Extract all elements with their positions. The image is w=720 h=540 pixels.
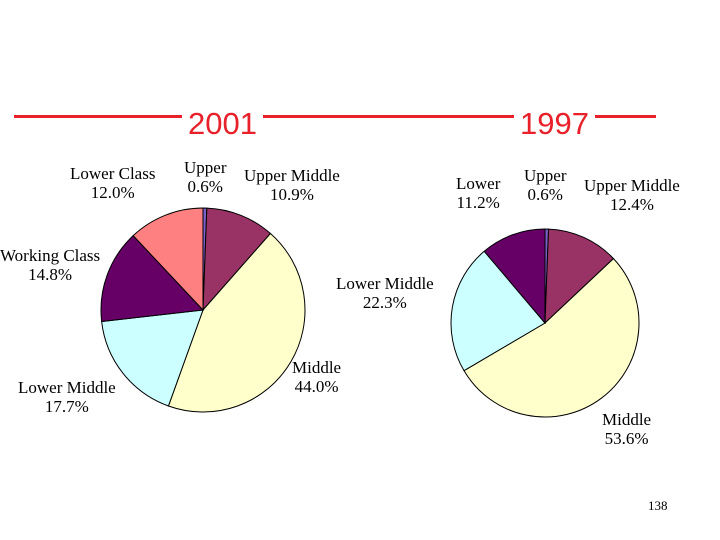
pie-slice-upper-middle [544, 228, 615, 325]
slice-label: Working Class [0, 246, 101, 265]
slice-label: Lower Middle [336, 274, 434, 293]
pie-slice-middle [167, 232, 306, 413]
pie-slice-working-class [100, 234, 205, 323]
slice-label: Upper Middle [584, 176, 680, 195]
pie-slice-middle [463, 257, 640, 418]
label-1997-upper-middle: Upper Middle 12.4% [584, 176, 680, 214]
slice-value: 0.6% [187, 177, 223, 196]
pie-slice-lower-middle [450, 250, 546, 372]
pie-slice-lower [483, 228, 546, 325]
slice-value: 22.3% [362, 293, 407, 312]
slice-label: Lower Class [70, 164, 156, 183]
label-2001-middle: Middle 44.0% [292, 358, 341, 396]
chart-title-2001: 2001 [182, 106, 263, 142]
label-2001-working-class: Working Class 14.8% [0, 246, 100, 284]
slice-value: 17.7% [44, 397, 89, 416]
slice-label: Upper Middle [244, 166, 340, 185]
slice-value: 44.0% [294, 377, 339, 396]
label-1997-lower-middle: Lower Middle 22.3% [336, 274, 434, 312]
slice-value: 12.4% [609, 195, 654, 214]
slice-label: Middle [292, 358, 342, 377]
slice-label: Upper [184, 158, 227, 177]
label-2001-upper-middle: Upper Middle 10.9% [244, 166, 340, 204]
slice-label: Lower [456, 174, 501, 193]
page-number: 138 [648, 498, 668, 513]
label-2001-lower-class: Lower Class 12.0% [70, 164, 155, 202]
slice-value: 53.6% [604, 429, 649, 448]
label-2001-upper: Upper 0.6% [184, 158, 226, 196]
slice-label: Lower Middle [18, 378, 116, 397]
pie-chart-1997 [450, 228, 640, 418]
title-rule [14, 115, 656, 118]
label-1997-upper: Upper 0.6% [524, 166, 566, 204]
pie-slice-lower-middle [101, 309, 204, 407]
label-1997-middle: Middle 53.6% [602, 410, 651, 448]
slice-value: 11.2% [456, 193, 500, 212]
slice-value: 12.0% [90, 183, 135, 202]
slice-label: Upper [524, 166, 567, 185]
pie-slice-lower-class [132, 207, 204, 312]
chart-title-1997: 1997 [514, 106, 595, 142]
slice-value: 0.6% [527, 185, 563, 204]
slice-label: Middle [602, 410, 652, 429]
label-2001-lower-middle: Lower Middle 17.7% [18, 378, 116, 416]
pie-chart-2001 [100, 207, 306, 413]
label-1997-lower: Lower 11.2% [456, 174, 500, 212]
slice-value: 10.9% [269, 185, 314, 204]
pie-slice-upper-middle [202, 207, 272, 312]
slice-value: 14.8% [28, 265, 73, 284]
